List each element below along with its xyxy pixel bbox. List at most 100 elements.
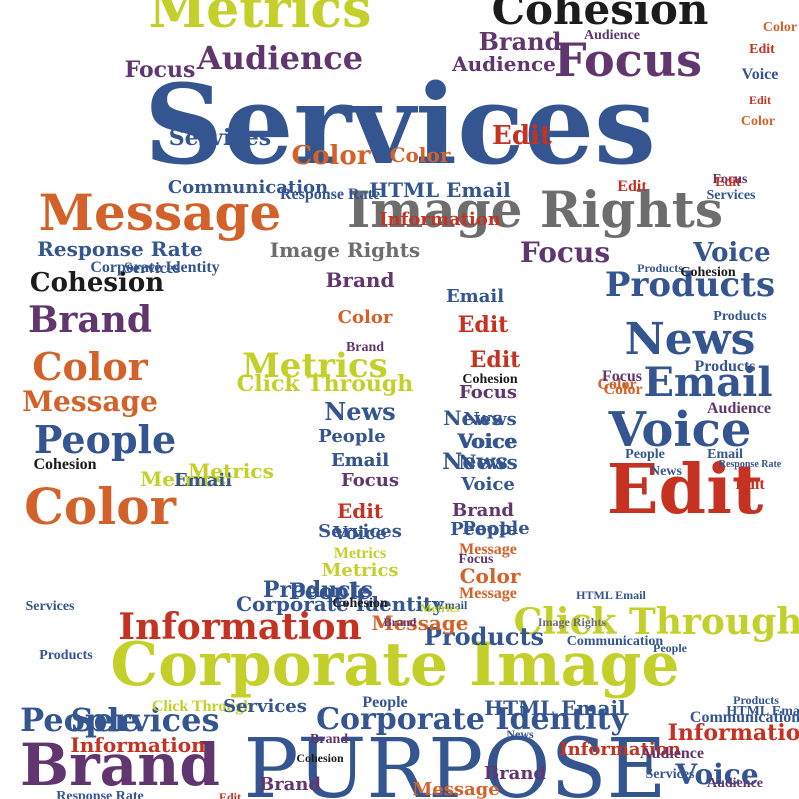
word-cohesion: Cohesion — [33, 456, 97, 473]
word-news: News — [463, 409, 517, 430]
word-message: Message — [459, 541, 517, 558]
word-people: People — [450, 519, 518, 540]
word-brand: Brand — [20, 731, 220, 799]
word-focus: Focus — [602, 368, 642, 385]
word-cohesion: Cohesion — [680, 265, 736, 280]
word-brand: Brand — [383, 615, 417, 629]
word-metrics: Metrics — [242, 346, 388, 386]
word-cohesion: Cohesion — [491, 0, 709, 34]
word-information: Information — [70, 733, 206, 757]
word-news: News — [650, 464, 682, 479]
word-click-through: Click Through — [151, 698, 253, 715]
word-focus: Focus — [553, 33, 703, 87]
word-people: People — [20, 701, 140, 739]
word-products: Products — [733, 693, 779, 707]
word-services: Services — [25, 599, 75, 614]
word-edit: Edit — [457, 312, 509, 338]
word-metrics: Metrics — [188, 459, 274, 483]
word-services: Services — [144, 60, 656, 189]
word-brand: Brand — [478, 27, 562, 56]
word-services: Services — [124, 260, 180, 277]
word-corporate-identity: Corporate Identity — [90, 259, 220, 276]
word-color: Color — [459, 564, 521, 588]
word-voice: Voice — [741, 66, 779, 83]
word-metrics: Metrics — [140, 467, 226, 491]
word-response-rate: Response Rate — [718, 459, 782, 470]
word-services: Services — [645, 767, 695, 782]
word-edit: Edit — [735, 476, 765, 493]
word-people: People — [625, 447, 665, 462]
word-message: Message — [371, 611, 469, 635]
word-services: Services — [318, 521, 402, 542]
word-color: Color — [389, 143, 451, 167]
word-brand: Brand — [345, 340, 385, 355]
word-edit: Edit — [715, 175, 741, 190]
word-metrics: Metrics — [420, 601, 460, 615]
word-focus: Focus — [712, 172, 748, 187]
word-brand: Brand — [483, 763, 547, 784]
word-color: Color — [597, 376, 637, 393]
word-edit: Edit — [492, 121, 552, 151]
word-edit: Edit — [469, 347, 521, 373]
word-click-through: Click Through — [513, 601, 799, 643]
word-brand: Brand — [451, 500, 515, 521]
word-corporate-identity: Corporate Identity — [316, 702, 628, 737]
word-news: News — [442, 449, 508, 475]
word-brand: Brand — [309, 732, 349, 747]
word-people: People — [362, 694, 408, 711]
word-edit: Edit — [749, 42, 775, 57]
word-focus: Focus — [459, 382, 517, 403]
word-people: People — [462, 518, 530, 539]
word-response-rate: Response Rate — [280, 186, 380, 203]
word-services: Services — [223, 696, 307, 717]
word-services: Services — [706, 188, 756, 203]
word-email: Email — [436, 598, 468, 612]
word-news: News — [443, 406, 503, 430]
word-products: Products — [694, 358, 756, 375]
word-corporate-identity: Corporate Identity — [236, 592, 444, 616]
word-voice: Voice — [457, 429, 517, 453]
word-email: Email — [330, 450, 390, 471]
word-color: Color — [603, 381, 643, 398]
word-products: Products — [604, 265, 776, 305]
word-news: News — [624, 314, 756, 365]
word-edit: Edit — [218, 790, 242, 799]
word-audience: Audience — [196, 39, 364, 77]
word-image-rights: Image Rights — [347, 180, 723, 239]
word-color: Color — [762, 20, 798, 35]
word-people: People — [33, 417, 177, 462]
word-html-email: HTML Email — [576, 588, 646, 602]
word-products: Products — [423, 622, 545, 651]
word-image-rights: Image Rights — [537, 615, 607, 629]
word-response-rate: Response Rate — [37, 237, 203, 261]
word-metrics: Metrics — [148, 0, 372, 40]
word-html-email: HTML Email — [726, 704, 799, 719]
word-cohesion: Cohesion — [332, 596, 388, 611]
word-focus: Focus — [519, 236, 611, 269]
word-color: Color — [32, 344, 148, 389]
word-response-rate: Response Rate — [56, 789, 144, 799]
word-audience: Audience — [640, 745, 704, 762]
word-email: Email — [643, 359, 773, 406]
word-focus: Focus — [124, 57, 196, 83]
word-edit: Edit — [617, 178, 647, 195]
word-information: Information — [118, 606, 362, 648]
word-corporate-image: Corporate Image — [110, 630, 680, 700]
word-cohesion: Cohesion — [462, 372, 518, 387]
word-audience: Audience — [707, 776, 763, 791]
word-people: People — [318, 426, 386, 447]
word-news: News — [458, 450, 518, 474]
word-voice: Voice — [693, 238, 771, 268]
word-information: Information — [379, 209, 501, 230]
word-cohesion: Cohesion — [296, 751, 344, 765]
word-click-through: Click Through — [236, 371, 414, 397]
word-audience: Audience — [707, 400, 771, 417]
word-purpose: PURPOSE — [243, 722, 667, 799]
word-voice: Voice — [458, 429, 518, 453]
word-edit: Edit — [748, 93, 772, 107]
word-communication: Communication — [689, 709, 799, 726]
word-communication: Communication — [167, 177, 329, 198]
word-html-email: HTML Email — [369, 178, 511, 202]
word-color: Color — [337, 307, 393, 328]
